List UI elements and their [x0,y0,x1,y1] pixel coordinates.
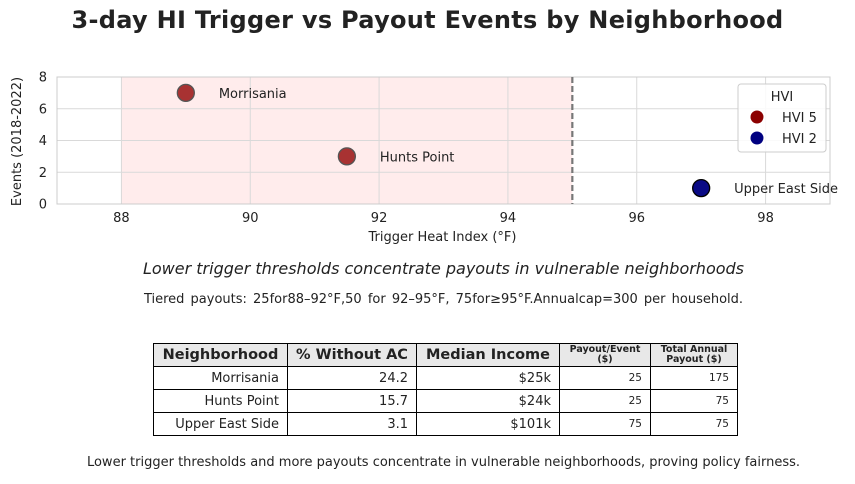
cell-total-payout: 75 [650,412,738,436]
x-tick-label: 94 [500,211,517,226]
data-point [176,83,195,103]
header-payout-event: Payout/Event ($) [559,343,651,367]
legend-marker [750,131,764,145]
x-tick-label: 96 [628,211,645,226]
y-tick-label: 6 [39,102,47,117]
y-tick-label: 8 [39,71,47,86]
point-label: Hunts Point [380,150,455,165]
point-label: Morrisania [219,87,287,102]
cell-payout-event: 25 [559,366,651,390]
tiered-payout-note: Tiered payouts: 25for88–92°F,50 for 92–9… [143,292,744,307]
data-point [337,147,357,166]
cell-median-income: $101k [416,412,560,436]
legend-title: HVI [771,90,794,105]
point-label: Upper East Side [734,182,838,197]
cell-total-payout: 75 [650,389,738,413]
cell-payout-event: 25 [559,389,651,413]
x-tick-label: 90 [242,211,259,226]
x-tick-label: 92 [371,211,388,226]
legend-entry-label: HVI 5 [782,111,817,126]
legend-entry-label: HVI 2 [782,132,817,147]
cell-without-ac: 3.1 [287,412,417,436]
neighborhood-table: Neighborhood % Without AC Median Income … [153,343,738,436]
cell-neighborhood: Hunts Point [153,389,288,413]
header-total-payout: Total Annual Payout ($) [650,343,738,367]
legend-marker [750,110,764,124]
cell-total-payout: 175 [650,366,738,390]
table-header-row: Neighborhood % Without AC Median Income … [153,343,738,367]
table-row: Upper East Side 3.1 $101k 75 75 [153,412,738,436]
cell-median-income: $24k [416,389,560,413]
y-tick-label: 2 [39,166,47,181]
table-row: Morrisania 24.2 $25k 25 175 [153,366,738,390]
header-neighborhood: Neighborhood [153,343,288,367]
cell-neighborhood: Upper East Side [153,412,288,436]
footer-note: Lower trigger thresholds and more payout… [86,455,801,470]
header-median-income: Median Income [416,343,560,367]
x-tick-label: 98 [757,211,774,226]
x-axis-label: Trigger Heat Index (°F) [368,230,517,245]
x-tick-label: 88 [113,211,130,226]
cell-median-income: $25k [416,366,560,390]
plot-frame [56,76,831,205]
chart-title: 3-day HI Trigger vs Payout Events by Nei… [71,6,784,34]
header-without-ac: % Without AC [287,343,417,367]
y-tick-label: 0 [39,198,47,213]
table-row: Hunts Point 15.7 $24k 25 75 [153,389,738,413]
data-point [692,178,711,198]
cell-without-ac: 15.7 [287,389,417,413]
y-tick-label: 4 [39,134,47,149]
scatter-chart: 88 90 92 94 96 98 0 2 4 6 8 Trigger Heat Index (°F)… [10,71,838,246]
cell-neighborhood: Morrisania [153,366,288,390]
cell-without-ac: 24.2 [287,366,417,390]
y-axis-label: Events (2018-2022) [10,77,25,206]
cell-payout-event: 75 [559,412,651,436]
chart-subtitle: Lower trigger thresholds concentrate pay… [142,259,745,278]
